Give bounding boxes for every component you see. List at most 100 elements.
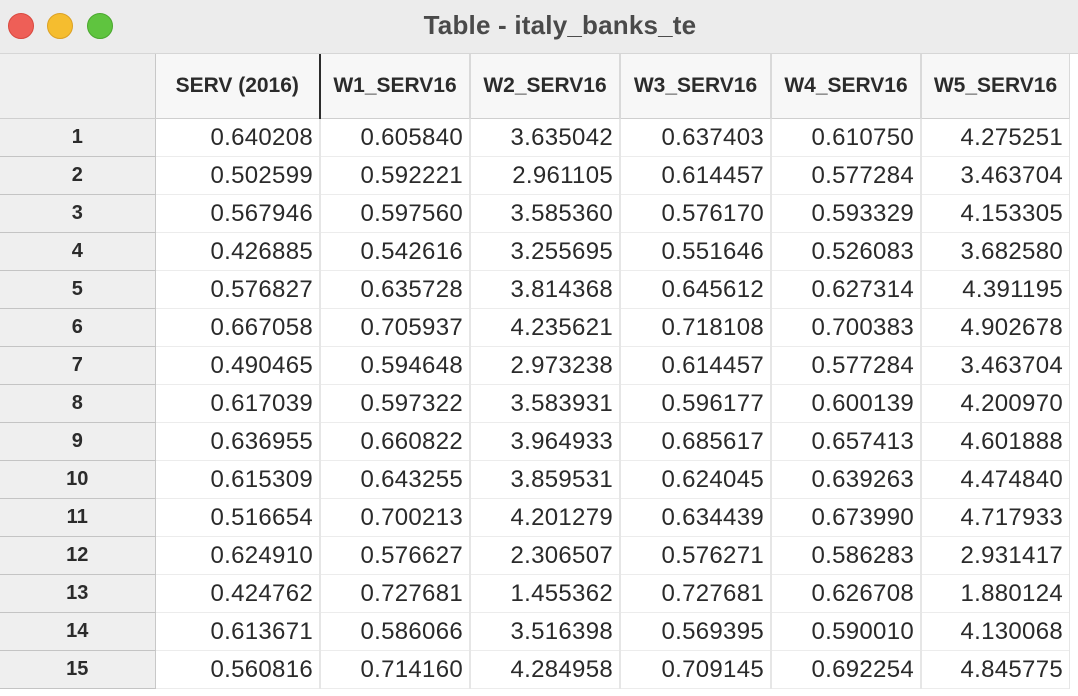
row-header-cell[interactable]: 5 xyxy=(0,270,156,309)
row-header-cell[interactable]: 15 xyxy=(0,650,156,689)
row-header-cell[interactable]: 3 xyxy=(0,194,156,233)
close-window-button[interactable] xyxy=(8,13,34,39)
table-cell[interactable]: 4.717933 xyxy=(921,498,1071,537)
table-cell[interactable]: 0.727681 xyxy=(320,574,471,613)
column-header-w4-serv16[interactable]: W4_SERV16 xyxy=(771,54,922,119)
column-header-w3-serv16[interactable]: W3_SERV16 xyxy=(620,54,772,119)
table-cell[interactable]: 0.692254 xyxy=(771,650,922,689)
table-cell[interactable]: 0.600139 xyxy=(771,384,922,423)
table-cell[interactable]: 0.614457 xyxy=(620,346,772,385)
table-cell[interactable]: 3.859531 xyxy=(470,460,621,499)
table-cell[interactable]: 0.657413 xyxy=(771,422,922,461)
column-header-w1-serv16[interactable]: W1_SERV16 xyxy=(320,54,471,119)
table-cell[interactable]: 4.845775 xyxy=(921,650,1071,689)
row-header-cell[interactable]: 13 xyxy=(0,574,156,613)
table-cell[interactable]: 0.627314 xyxy=(771,270,922,309)
minimize-window-button[interactable] xyxy=(47,13,73,39)
table-cell[interactable]: 3.255695 xyxy=(470,232,621,271)
table-cell[interactable]: 0.685617 xyxy=(620,422,772,461)
table-cell[interactable]: 0.636955 xyxy=(155,422,321,461)
column-header-w5-serv16[interactable]: W5_SERV16 xyxy=(921,54,1071,119)
table-cell[interactable]: 0.526083 xyxy=(771,232,922,271)
table-cell[interactable]: 0.614457 xyxy=(620,156,772,195)
table-cell[interactable]: 4.275251 xyxy=(921,118,1071,157)
table-row[interactable]: 12 0.624910 0.576627 2.306507 0.576271 0.5862… xyxy=(0,536,1071,575)
table-cell[interactable]: 0.660822 xyxy=(320,422,471,461)
table-cell[interactable]: 0.700383 xyxy=(771,308,922,347)
title-bar[interactable]: Table - italy_banks_te xyxy=(0,0,1078,54)
table-row[interactable]: 9 0.636955 0.660822 3.964933 0.685617 0.65741… xyxy=(0,422,1071,461)
table-row[interactable]: 2 0.502599 0.592221 2.961105 0.614457 0.57728… xyxy=(0,156,1071,195)
row-header-cell[interactable]: 9 xyxy=(0,422,156,461)
table-row[interactable]: 5 0.576827 0.635728 3.814368 0.645612 0.62731… xyxy=(0,270,1071,309)
table-cell[interactable]: 0.667058 xyxy=(155,308,321,347)
table-cell[interactable]: 1.455362 xyxy=(470,574,621,613)
table-cell[interactable]: 0.569395 xyxy=(620,612,772,651)
row-header-cell[interactable]: 2 xyxy=(0,156,156,195)
table-cell[interactable]: 0.617039 xyxy=(155,384,321,423)
table-cell[interactable]: 0.613671 xyxy=(155,612,321,651)
table-cell[interactable]: 0.594648 xyxy=(320,346,471,385)
table-cell[interactable]: 0.624045 xyxy=(620,460,772,499)
table-cell[interactable]: 0.576627 xyxy=(320,536,471,575)
table-cell[interactable]: 3.463704 xyxy=(921,156,1071,195)
table-cell[interactable]: 0.560816 xyxy=(155,650,321,689)
table-cell[interactable]: 0.551646 xyxy=(620,232,772,271)
table-cell[interactable]: 0.615309 xyxy=(155,460,321,499)
table-row[interactable]: 13 0.424762 0.727681 1.455362 0.727681 0.6267… xyxy=(0,574,1071,613)
table-cell[interactable]: 0.714160 xyxy=(320,650,471,689)
corner-header-cell[interactable] xyxy=(0,54,156,119)
table-cell[interactable]: 0.639263 xyxy=(771,460,922,499)
column-header-w2-serv16[interactable]: W2_SERV16 xyxy=(470,54,621,119)
table-cell[interactable]: 0.577284 xyxy=(771,156,922,195)
table-cell[interactable]: 4.284958 xyxy=(470,650,621,689)
row-header-cell[interactable]: 8 xyxy=(0,384,156,423)
table-cell[interactable]: 3.964933 xyxy=(470,422,621,461)
table-cell[interactable]: 0.700213 xyxy=(320,498,471,537)
table-cell[interactable]: 0.596177 xyxy=(620,384,772,423)
row-header-cell[interactable]: 7 xyxy=(0,346,156,385)
row-header-cell[interactable]: 10 xyxy=(0,460,156,499)
table-cell[interactable]: 4.902678 xyxy=(921,308,1071,347)
table-cell[interactable]: 0.576170 xyxy=(620,194,772,233)
table-cell[interactable]: 0.637403 xyxy=(620,118,772,157)
table-cell[interactable]: 2.931417 xyxy=(921,536,1071,575)
table-row[interactable]: 6 0.667058 0.705937 4.235621 0.718108 0.70038… xyxy=(0,308,1071,347)
table-cell[interactable]: 4.235621 xyxy=(470,308,621,347)
table-row[interactable]: 8 0.617039 0.597322 3.583931 0.596177 0.60013… xyxy=(0,384,1071,423)
table-cell[interactable]: 0.590010 xyxy=(771,612,922,651)
table-cell[interactable]: 0.635728 xyxy=(320,270,471,309)
column-header-serv-2016[interactable]: SERV (2016) xyxy=(155,54,321,119)
table-cell[interactable]: 0.718108 xyxy=(620,308,772,347)
table-cell[interactable]: 0.593329 xyxy=(771,194,922,233)
row-header-cell[interactable]: 4 xyxy=(0,232,156,271)
row-header-cell[interactable]: 12 xyxy=(0,536,156,575)
table-cell[interactable]: 3.635042 xyxy=(470,118,621,157)
table-cell[interactable]: 0.640208 xyxy=(155,118,321,157)
table-cell[interactable]: 0.597560 xyxy=(320,194,471,233)
data-table-grid[interactable]: SERV (2016) W1_SERV16 W2_SERV16 W3_SERV1… xyxy=(0,54,1078,696)
table-cell[interactable]: 0.516654 xyxy=(155,498,321,537)
table-cell[interactable]: 0.643255 xyxy=(320,460,471,499)
table-cell[interactable]: 0.576271 xyxy=(620,536,772,575)
table-row[interactable]: 14 0.613671 0.586066 3.516398 0.569395 0.5900… xyxy=(0,612,1071,651)
table-cell[interactable]: 0.626708 xyxy=(771,574,922,613)
table-cell[interactable]: 2.306507 xyxy=(470,536,621,575)
row-header-cell[interactable]: 11 xyxy=(0,498,156,537)
table-cell[interactable]: 0.634439 xyxy=(620,498,772,537)
table-cell[interactable]: 0.592221 xyxy=(320,156,471,195)
table-cell[interactable]: 0.502599 xyxy=(155,156,321,195)
table-cell[interactable]: 3.463704 xyxy=(921,346,1071,385)
table-row[interactable]: 7 0.490465 0.594648 2.973238 0.614457 0.57728… xyxy=(0,346,1071,385)
table-cell[interactable]: 0.610750 xyxy=(771,118,922,157)
table-cell[interactable]: 0.709145 xyxy=(620,650,772,689)
table-row[interactable]: 15 0.560816 0.714160 4.284958 0.709145 0.6922… xyxy=(0,650,1071,689)
table-cell[interactable]: 2.961105 xyxy=(470,156,621,195)
table-row[interactable]: 11 0.516654 0.700213 4.201279 0.634439 0.6739… xyxy=(0,498,1071,537)
table-cell[interactable]: 0.727681 xyxy=(620,574,772,613)
row-header-cell[interactable]: 14 xyxy=(0,612,156,651)
table-cell[interactable]: 0.490465 xyxy=(155,346,321,385)
table-cell[interactable]: 0.586066 xyxy=(320,612,471,651)
table-cell[interactable]: 3.814368 xyxy=(470,270,621,309)
table-row[interactable]: 10 0.615309 0.643255 3.859531 0.624045 0.6392… xyxy=(0,460,1071,499)
